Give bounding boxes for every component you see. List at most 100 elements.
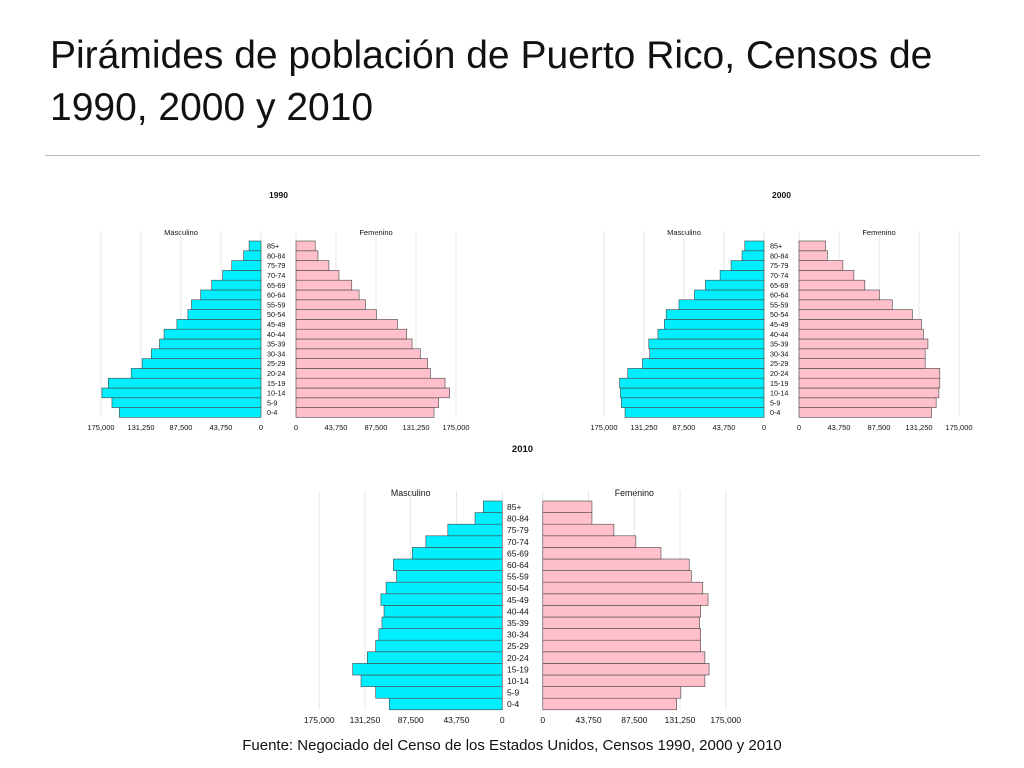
age-group-label: 15-19 xyxy=(507,664,529,674)
female-bar xyxy=(798,309,913,320)
female-bar xyxy=(542,663,710,676)
male-bar xyxy=(411,547,503,560)
female-bar xyxy=(798,279,866,291)
male-tick-label: 43,750 xyxy=(713,423,736,432)
female-bar xyxy=(798,377,941,389)
age-group-label: 35-39 xyxy=(507,618,529,628)
female-bar xyxy=(798,358,926,369)
female-bar xyxy=(295,377,446,389)
male-tick-label: 175,000 xyxy=(87,423,114,432)
male-bar xyxy=(730,260,765,271)
male-tick-label: 131,250 xyxy=(630,423,657,432)
female-bar xyxy=(295,260,330,271)
male-tick-label: 131,250 xyxy=(127,423,154,432)
male-bar xyxy=(176,319,262,330)
female-bar xyxy=(542,512,593,525)
age-group-label: 20-24 xyxy=(267,369,285,378)
male-bar xyxy=(380,593,503,606)
male-tick-label: 87,500 xyxy=(398,715,424,725)
female-bar xyxy=(798,260,844,271)
male-bar xyxy=(360,674,503,687)
male-bar xyxy=(375,686,503,699)
male-tick-label: 43,750 xyxy=(210,423,233,432)
male-bar xyxy=(231,260,262,271)
age-group-label: 60-64 xyxy=(267,291,285,300)
female-bar xyxy=(295,319,398,330)
male-bar xyxy=(619,377,765,389)
age-group-label: 45-49 xyxy=(770,320,788,329)
female-bar xyxy=(798,407,932,418)
female-bar xyxy=(295,387,450,399)
male-bar xyxy=(642,358,765,369)
female-bar xyxy=(542,558,690,571)
male-bar xyxy=(352,663,503,676)
male-bar xyxy=(243,250,262,261)
female-bar xyxy=(542,535,637,548)
female-tick-label: 43,750 xyxy=(828,423,851,432)
title-divider xyxy=(45,155,980,156)
age-group-label: 35-39 xyxy=(770,340,788,349)
female-tick-label: 43,750 xyxy=(576,715,602,725)
female-bar xyxy=(798,319,922,330)
male-bar xyxy=(649,348,765,359)
age-group-label: 70-74 xyxy=(507,537,529,547)
age-group-label: 60-64 xyxy=(507,560,529,570)
male-bar xyxy=(385,581,503,595)
female-tick-label: 43,750 xyxy=(325,423,348,432)
pyramid-title: 1990 xyxy=(269,190,288,200)
female-bar xyxy=(798,338,929,350)
male-bar xyxy=(705,279,765,291)
male-tick-label: 87,500 xyxy=(170,423,193,432)
age-group-label: 30-34 xyxy=(507,630,529,640)
female-bar xyxy=(295,240,316,252)
male-tick-label: 0 xyxy=(500,715,505,725)
male-bar xyxy=(620,387,765,399)
female-tick-label: 175,000 xyxy=(442,423,469,432)
male-bar xyxy=(657,328,765,340)
male-bar xyxy=(118,407,262,418)
male-bar xyxy=(187,309,262,320)
female-bar xyxy=(295,358,428,369)
male-bar xyxy=(621,397,765,408)
female-tick-label: 0 xyxy=(797,423,801,432)
female-bar xyxy=(798,270,855,281)
age-group-label: 65-69 xyxy=(770,281,788,290)
female-bar xyxy=(542,500,593,513)
male-bar xyxy=(664,319,765,330)
age-group-label: 65-69 xyxy=(267,281,285,290)
male-bar xyxy=(141,358,262,369)
age-group-label: 35-39 xyxy=(267,340,285,349)
male-tick-label: 43,750 xyxy=(443,715,469,725)
age-group-label: 50-54 xyxy=(507,583,529,593)
male-bar xyxy=(744,240,765,252)
age-group-label: 85+ xyxy=(267,242,279,251)
female-bar xyxy=(295,250,319,261)
age-group-label: 45-49 xyxy=(267,320,285,329)
male-bar xyxy=(378,628,503,641)
male-tick-label: 175,000 xyxy=(590,423,617,432)
age-group-label: 80-84 xyxy=(267,251,285,260)
age-group-label: 15-19 xyxy=(267,379,285,388)
female-bar xyxy=(798,240,826,252)
age-group-label: 55-59 xyxy=(507,572,529,582)
male-bar xyxy=(211,279,262,291)
male-bar xyxy=(425,535,503,548)
male-bar xyxy=(108,377,262,389)
age-group-label: 10-14 xyxy=(267,389,285,398)
female-bar xyxy=(295,279,353,291)
female-bar xyxy=(295,299,366,310)
female-bar xyxy=(542,697,677,711)
female-bar xyxy=(798,348,926,359)
male-tick-label: 0 xyxy=(259,423,263,432)
age-group-label: 20-24 xyxy=(507,653,529,663)
age-group-label: 70-74 xyxy=(770,271,788,280)
male-bar xyxy=(159,338,262,350)
female-bar xyxy=(798,328,924,340)
age-group-label: 0-4 xyxy=(507,699,520,709)
age-group-label: 75-79 xyxy=(267,261,285,270)
male-bar xyxy=(388,697,503,711)
age-group-label: 30-34 xyxy=(267,349,285,358)
female-bar xyxy=(542,523,615,537)
age-group-label: 25-29 xyxy=(267,359,285,368)
age-group-label: 15-19 xyxy=(770,379,788,388)
